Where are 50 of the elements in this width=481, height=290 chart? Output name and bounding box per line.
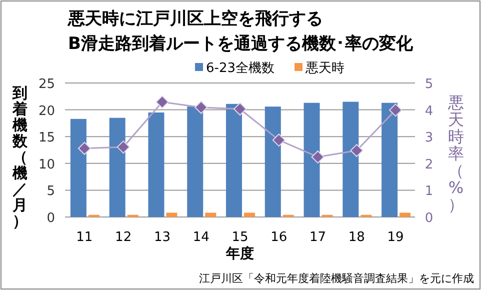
y2-tick-label: 1: [424, 184, 434, 200]
x-tick-label: 12: [115, 230, 132, 245]
y2-tick-label: 5: [424, 77, 434, 92]
x-tick-label: 15: [232, 230, 248, 245]
x-tick-label: 16: [270, 230, 288, 245]
bar: [342, 102, 359, 217]
x-axis-title: 年度: [225, 245, 254, 262]
bar: [400, 212, 411, 217]
bar: [166, 212, 178, 217]
bar: [382, 102, 398, 217]
y-tick-label: 10: [38, 157, 55, 172]
point: [156, 96, 169, 109]
y2-tick-label: 2: [424, 157, 434, 172]
bar: [109, 118, 126, 217]
bar: [264, 106, 281, 217]
chart-title: 悪天時に江戸川区上空を飛行する B滑走路到着ルートを通過する機数･率の変化: [67, 9, 414, 54]
y-tick-label: 25: [38, 77, 55, 92]
x-tick-label: 17: [310, 230, 326, 245]
point: [311, 150, 324, 164]
y-tick-label: 20: [38, 104, 55, 119]
point: [194, 100, 208, 114]
y2-axis-title: 悪天時率（%）: [447, 93, 464, 214]
point: [116, 140, 130, 154]
point: [78, 142, 91, 155]
y2-tick-label: 3: [424, 130, 434, 146]
legend-label: 6-23全機数: [206, 61, 275, 76]
text: 江戸川区「令和元年度着陸機騒音調査結果」を元に作成: [199, 272, 474, 285]
point: [389, 104, 402, 117]
legend-label: 悪天時: [304, 61, 345, 76]
point: [272, 134, 286, 147]
point: [234, 102, 246, 116]
y2-tick-label: 0: [424, 211, 434, 226]
x-tick-label: 19: [387, 230, 404, 245]
bar: [226, 104, 242, 217]
bar: [70, 118, 86, 217]
x-tick-label: 14: [192, 230, 210, 245]
x-tick-label: 13: [154, 230, 170, 245]
y-tick-label: 5: [46, 184, 55, 200]
bar: [205, 212, 216, 217]
bar: [187, 106, 204, 217]
point: [350, 144, 364, 158]
bar: [148, 112, 164, 217]
x-tick-label: 18: [348, 230, 365, 245]
y-tick-label: 15: [38, 130, 55, 146]
bar: [304, 102, 320, 217]
bar: [244, 212, 255, 217]
text: 到着機数（機／月）: [12, 84, 28, 230]
y2-tick-label: 4: [424, 104, 434, 119]
x-tick-label: 11: [76, 230, 93, 245]
y-tick-label: 0: [46, 211, 55, 226]
